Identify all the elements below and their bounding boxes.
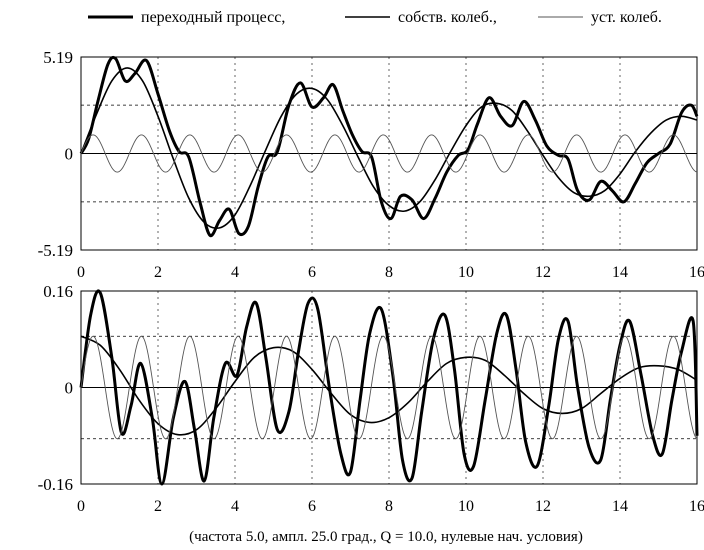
x-tick-label: 12 bbox=[535, 264, 551, 281]
x-tick-label: 6 bbox=[308, 264, 316, 281]
y-tick-label: 0.16 bbox=[43, 282, 73, 301]
x-tick-label: 0 bbox=[77, 264, 85, 281]
x-tick-label: 10 bbox=[458, 498, 474, 515]
series-line-natural bbox=[80, 335, 698, 436]
y-tick-label: -0.16 bbox=[38, 475, 73, 494]
y-tick-label: 0 bbox=[65, 379, 74, 398]
x-tick-label: 2 bbox=[154, 498, 162, 515]
x-tick-label: 4 bbox=[231, 264, 239, 281]
bottom-panel: 0.160-0.160 2 4 6 8 10 12 14 16 bbox=[38, 282, 704, 515]
x-tick-label: 16 bbox=[689, 264, 704, 281]
top-panel: 5.190-5.190 2 4 6 8 10 12 14 16 bbox=[38, 48, 704, 281]
series-line-steady bbox=[80, 335, 698, 440]
x-tick-label: 8 bbox=[385, 264, 393, 281]
y-tick-label: -5.19 bbox=[38, 241, 73, 260]
x-tick-label: 2 bbox=[154, 264, 162, 281]
x-tick-label: 8 bbox=[385, 498, 393, 515]
x-tick-label: 0 bbox=[77, 498, 85, 515]
x-tick-label: 14 bbox=[612, 264, 628, 281]
series-line-natural bbox=[80, 67, 698, 230]
x-tick-label: 12 bbox=[535, 498, 551, 515]
x-tick-label: 16 bbox=[689, 498, 704, 515]
footer-caption: (частота 5.0, ампл. 25.0 град., Q = 10.0… bbox=[189, 529, 583, 545]
legend-label-natural: собств. колеб., bbox=[398, 9, 497, 26]
x-tick-label: 6 bbox=[308, 498, 316, 515]
series-line-transient bbox=[79, 55, 699, 238]
series-line-steady bbox=[80, 134, 698, 173]
y-tick-label: 0 bbox=[65, 145, 74, 164]
legend-label-transient: переходный процесс, bbox=[141, 9, 285, 26]
series-line-transient bbox=[79, 289, 699, 486]
legend: переходный процесс, собств. колеб., уст.… bbox=[88, 9, 662, 26]
x-tick-label: 4 bbox=[231, 498, 239, 515]
x-tick-label: 14 bbox=[612, 498, 628, 515]
y-tick-label: 5.19 bbox=[43, 48, 73, 67]
legend-label-steady: уст. колеб. bbox=[591, 9, 662, 26]
x-tick-label: 10 bbox=[458, 264, 474, 281]
